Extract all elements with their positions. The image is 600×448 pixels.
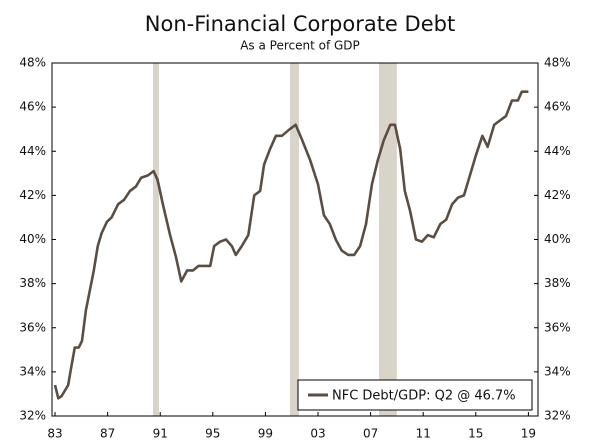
y2-tick-label: 36% <box>544 320 571 334</box>
recession-band <box>152 63 159 416</box>
y2-tick-label: 44% <box>544 144 571 158</box>
chart-subtitle: As a Percent of GDP <box>240 39 360 53</box>
y-tick-label: 40% <box>19 232 46 246</box>
chart-title: Non-Financial Corporate Debt <box>145 12 455 36</box>
y-tick-label: 32% <box>19 409 46 423</box>
x-tick-label: 19 <box>521 427 536 441</box>
y-tick-label: 48% <box>19 56 46 70</box>
y2-tick-label: 42% <box>544 188 571 202</box>
x-tick-label: 03 <box>310 427 325 441</box>
x-tick-label: 11 <box>416 427 431 441</box>
recession-band <box>379 63 397 416</box>
y2-tick-label: 32% <box>544 409 571 423</box>
x-tick-label: 91 <box>153 427 168 441</box>
y2-tick-label: 46% <box>544 100 571 114</box>
y2-tick-label: 38% <box>544 276 571 290</box>
x-tick-label: 07 <box>363 427 378 441</box>
x-tick-label: 87 <box>100 427 115 441</box>
y2-tick-label: 34% <box>544 364 571 378</box>
y-tick-label: 46% <box>19 100 46 114</box>
y-tick-label: 42% <box>19 188 46 202</box>
legend-label: NFC Debt/GDP: Q2 @ 46.7% <box>332 389 516 404</box>
y-tick-label: 44% <box>19 144 46 158</box>
x-tick-label: 99 <box>258 427 273 441</box>
data-line <box>53 90 529 400</box>
y2-tick-label: 40% <box>544 232 571 246</box>
y-tick-label: 36% <box>19 320 46 334</box>
legend: NFC Debt/GDP: Q2 @ 46.7% <box>297 379 533 411</box>
legend-box <box>297 379 533 411</box>
y2-tick-label: 48% <box>544 56 571 70</box>
x-tick-label: 83 <box>47 427 62 441</box>
recession-band <box>290 63 299 416</box>
y-tick-label: 38% <box>19 276 46 290</box>
x-tick-label: 15 <box>468 427 483 441</box>
x-tick-label: 95 <box>205 427 220 441</box>
y-tick-label: 34% <box>19 364 46 378</box>
